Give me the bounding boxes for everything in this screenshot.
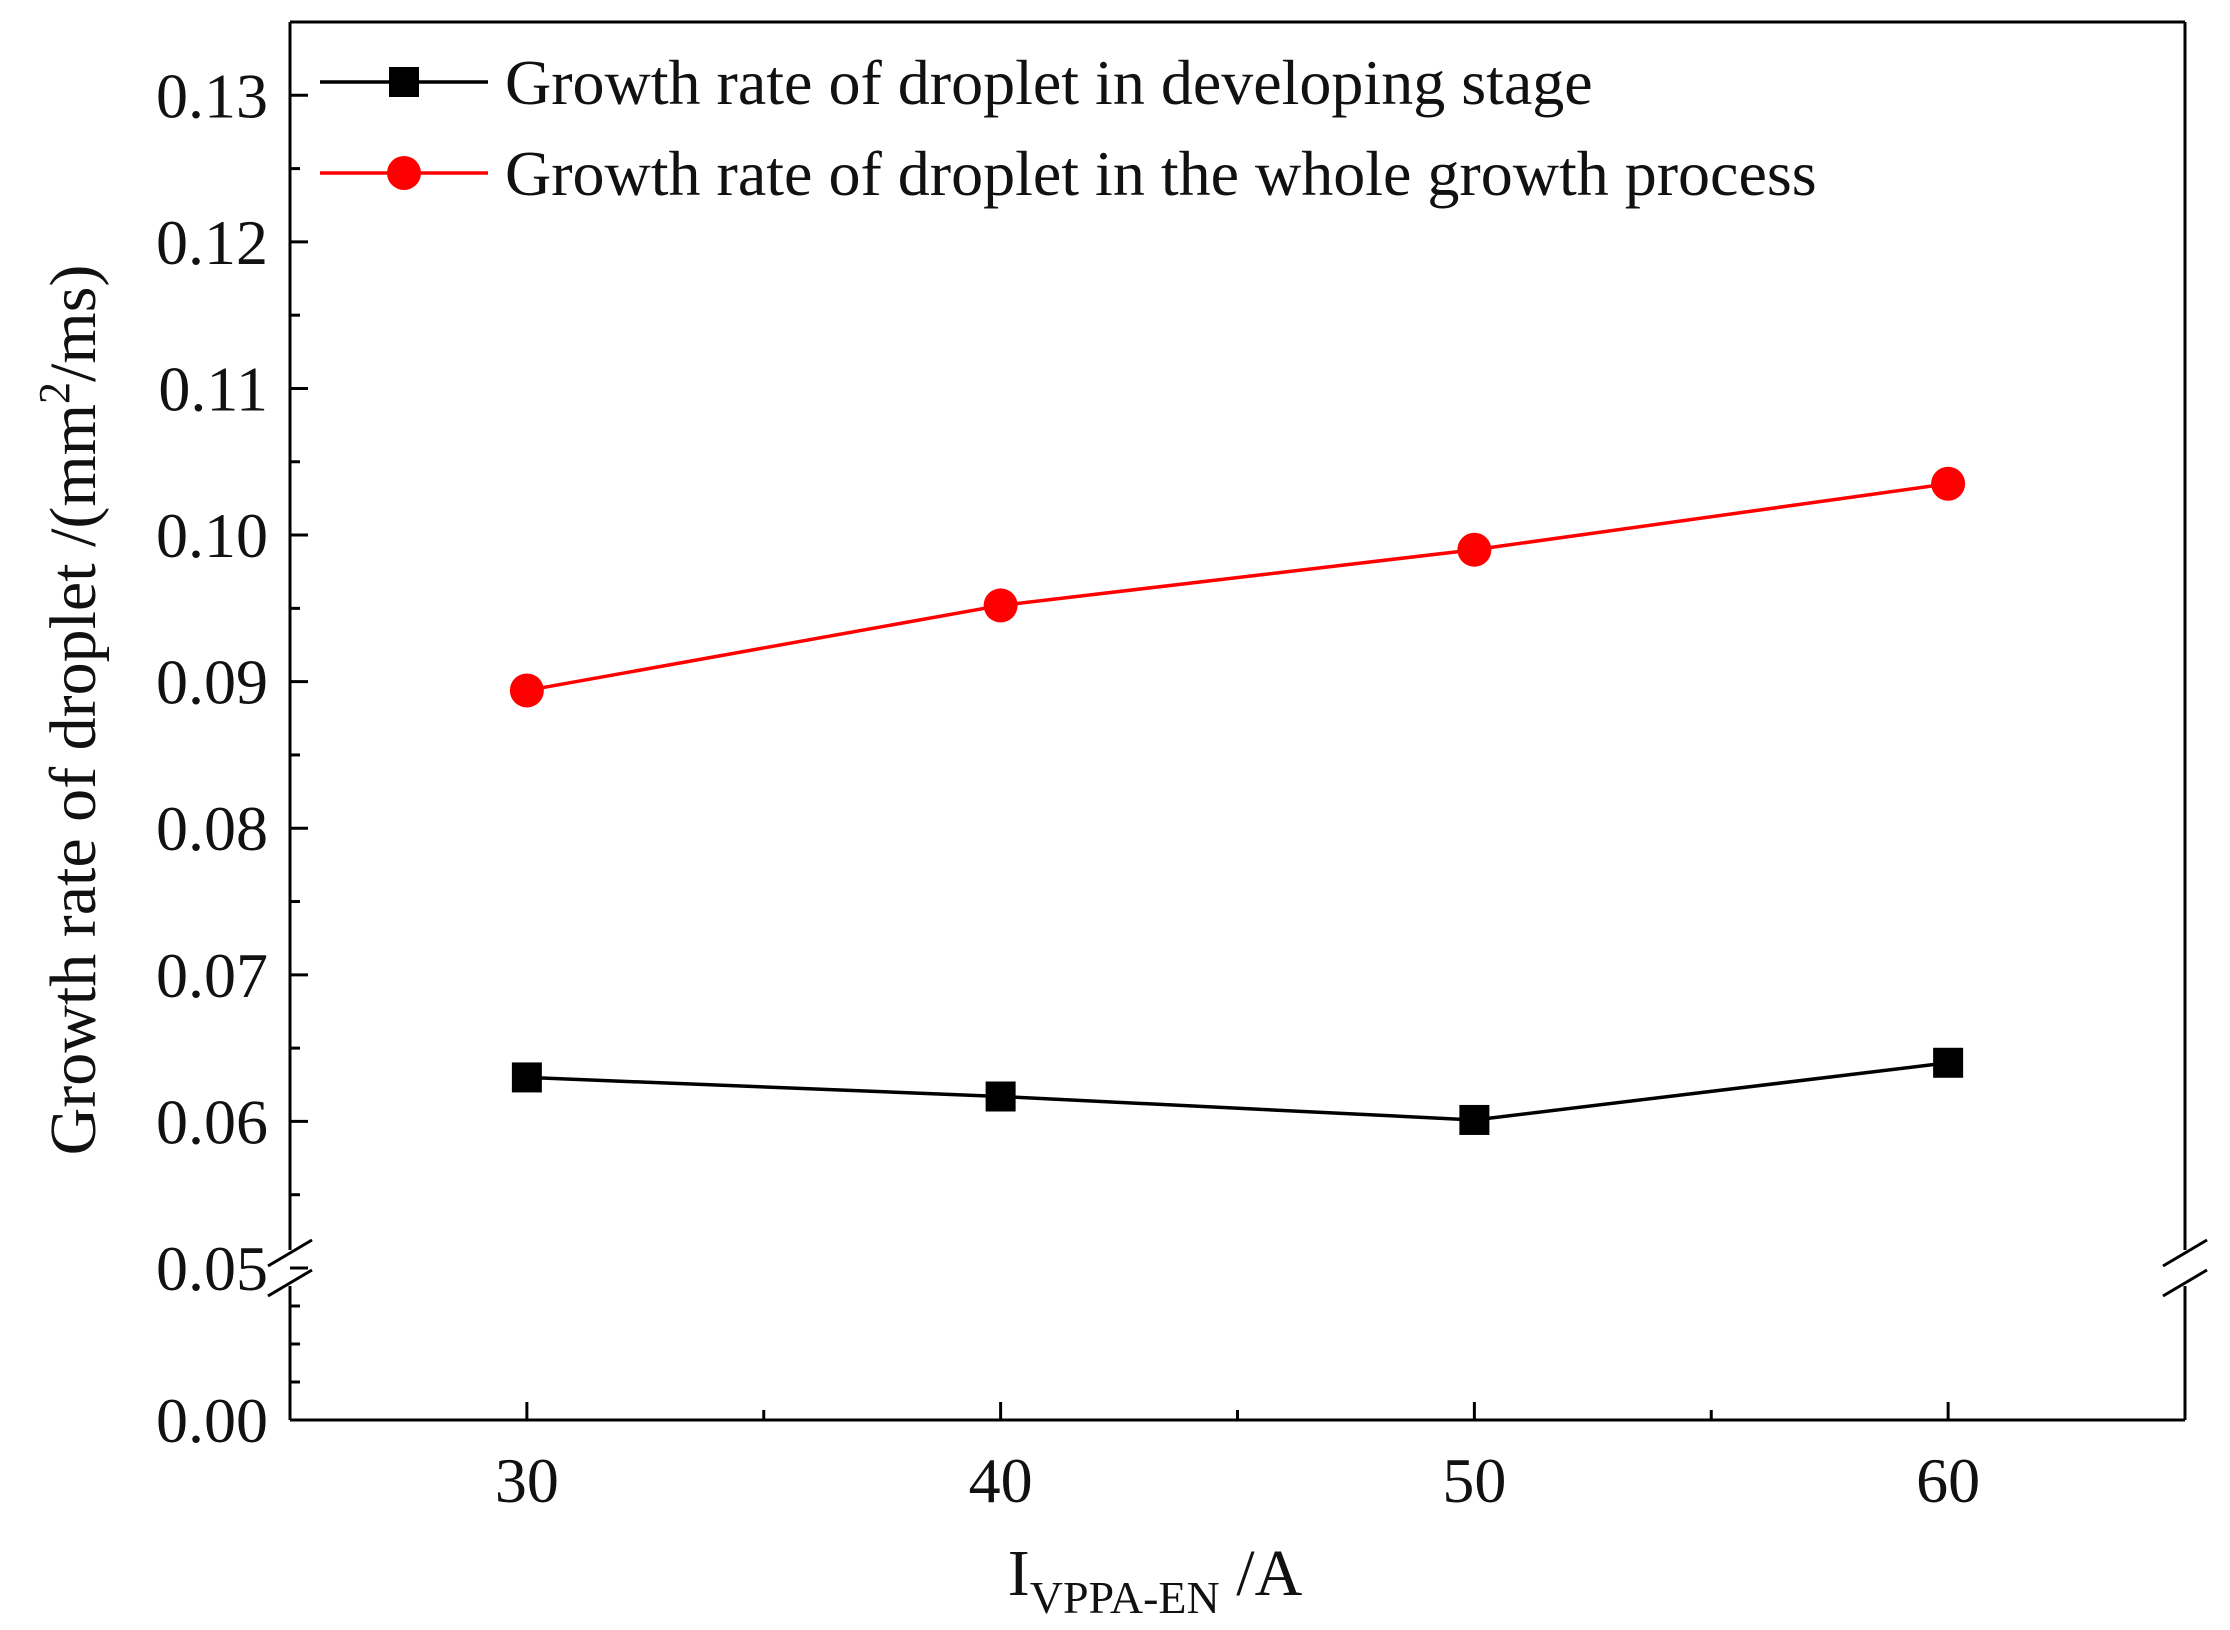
- y-tick-label: 0.11: [158, 353, 268, 424]
- series-2-point: [509, 673, 544, 708]
- series-line-1: [526, 1061, 1949, 1122]
- legend-label-1: Growth rate of droplet in developing sta…: [505, 47, 1593, 118]
- axis-break-mark-right-2: [2162, 1268, 2208, 1298]
- series-group: [509, 466, 1966, 1135]
- y-tick-label: 0.05: [156, 1233, 268, 1304]
- x-tick-label: 30: [495, 1445, 559, 1516]
- x-tick-label: 50: [1442, 1445, 1506, 1516]
- y-tick-label: 0.07: [156, 940, 268, 1011]
- x-tick-label: 60: [1916, 1445, 1980, 1516]
- legend-marker-2: [387, 156, 421, 190]
- axes: [267, 20, 2208, 1422]
- series-1-point: [1933, 1047, 1964, 1078]
- legend-marker-1: [389, 67, 419, 97]
- series-line-2: [526, 482, 1949, 693]
- ticks: 0.00 0.05 0.06 0.07 0.08 0.09 0.10 0.11 0.12 0.13…: [156, 20, 2187, 1516]
- x-axis-title-suffix: /A: [1220, 1537, 1303, 1610]
- series-1-point: [985, 1081, 1016, 1112]
- axis-break-mark-left-1: [267, 1238, 313, 1268]
- series-2-point: [1457, 532, 1492, 567]
- y-tick-label: 0.10: [156, 500, 268, 571]
- y-tick-label: 0.09: [156, 647, 268, 718]
- legend-label-2: Growth rate of droplet in the whole grow…: [505, 138, 1817, 209]
- axis-break-mark-left-2: [267, 1268, 313, 1298]
- y-tick-label: 0.12: [156, 207, 268, 278]
- x-tick-label: 40: [969, 1445, 1033, 1516]
- series-1-point: [511, 1062, 542, 1093]
- x-axis-title-main: I: [1008, 1537, 1030, 1610]
- x-axis-title-subscript: VPPA-EN: [1030, 1572, 1220, 1623]
- y-axis-title: Growth rate of droplet /(mm2/ms): [30, 265, 110, 1156]
- y-tick-label: 0.13: [156, 60, 268, 131]
- axis-titles: IVPPA-EN /A Growth rate of droplet /(mm2…: [30, 265, 1303, 1623]
- y-tick-label: 0.06: [156, 1086, 268, 1157]
- y-axis-title-main: Growth rate of droplet /(mm: [37, 404, 110, 1155]
- y-tick-label: 0.08: [156, 793, 268, 864]
- axis-break-mark-right-1: [2162, 1238, 2208, 1268]
- series-1-point: [1459, 1104, 1490, 1135]
- legend: Growth rate of droplet in developing sta…: [320, 47, 1817, 209]
- y-axis-title-superscript: 2: [30, 382, 79, 404]
- y-tick-label: 0.00: [156, 1385, 268, 1456]
- series-2-point: [1931, 466, 1966, 501]
- y-axis-title-suffix: /ms): [37, 265, 110, 382]
- series-2-point: [983, 588, 1018, 623]
- x-axis-title: IVPPA-EN /A: [1008, 1537, 1303, 1623]
